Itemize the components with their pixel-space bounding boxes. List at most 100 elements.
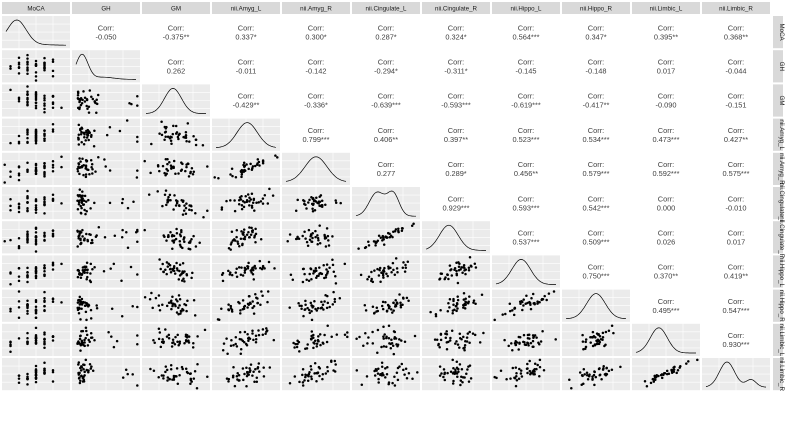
scatter-point	[568, 378, 571, 381]
scatter-point	[78, 376, 81, 379]
column-label: GM	[171, 5, 181, 12]
scatter-point	[325, 263, 329, 266]
scatter-point	[554, 338, 557, 341]
scatter-point	[252, 370, 255, 374]
density-line	[146, 88, 206, 114]
scatter-point	[451, 372, 455, 375]
scatter-point	[92, 145, 96, 148]
scatter-point	[43, 129, 46, 132]
scatter-point	[446, 273, 449, 276]
scatter-point	[34, 339, 38, 343]
scatter-point	[78, 302, 82, 306]
corr-value: 0.324*	[445, 32, 466, 41]
density-line	[285, 156, 347, 182]
scatter-point	[400, 226, 404, 230]
scatter-point	[89, 317, 93, 320]
scatter-point	[132, 200, 135, 204]
scatter-point	[79, 237, 82, 241]
scatter-point	[478, 341, 482, 344]
scatter-point	[174, 124, 178, 128]
scatter-point	[187, 339, 190, 342]
scatter-point	[165, 203, 168, 207]
scatter-point	[26, 197, 29, 200]
scatter-point	[248, 367, 251, 370]
column-strip	[422, 2, 490, 14]
corr-label: Corr:	[448, 92, 464, 101]
scatter-point	[439, 333, 443, 336]
scatter-point	[34, 236, 38, 239]
scatter-point	[390, 338, 393, 341]
scatter-point	[252, 304, 256, 308]
scatter-point	[320, 204, 324, 207]
scatter-point	[254, 240, 257, 244]
scatter-point	[174, 335, 177, 339]
scatter-point	[242, 305, 246, 309]
scatter-point	[17, 279, 21, 283]
scatter-point	[251, 273, 255, 276]
scatter-point	[248, 204, 251, 207]
scatter-point	[89, 207, 92, 210]
scatter-point	[659, 373, 663, 377]
corr-value: -0.429**	[233, 101, 260, 110]
scatter-point	[147, 193, 151, 196]
panel: Corr:0.542***	[582, 194, 609, 212]
scatter-point	[17, 72, 21, 75]
corr-label: Corr:	[378, 23, 394, 32]
corr-label: Corr:	[658, 23, 674, 32]
scatter-point	[95, 102, 99, 106]
density-line	[5, 19, 66, 46]
scatter-point	[34, 370, 38, 374]
scatter-point	[51, 58, 55, 61]
scatter-point	[533, 301, 536, 305]
scatter-point	[78, 172, 81, 176]
panel: Corr:-0.375**	[163, 23, 190, 41]
scatter-point	[76, 94, 80, 97]
scatter-point	[458, 337, 462, 340]
row-label: GH	[778, 62, 785, 71]
scatter-point	[513, 306, 517, 310]
scatter-point	[43, 139, 46, 142]
scatter-point	[243, 372, 246, 376]
scatter-point	[541, 297, 545, 301]
scatter-point	[93, 266, 96, 269]
scatter-point	[462, 298, 466, 301]
scatter-point	[602, 367, 605, 370]
scatter-point	[297, 237, 301, 240]
scatter-point	[268, 366, 272, 369]
corr-label: Corr:	[588, 263, 604, 272]
scatter-point	[457, 370, 460, 374]
scatter-point	[136, 305, 139, 309]
corr-value: -0.619***	[511, 101, 541, 110]
scatter-point	[17, 316, 21, 320]
panel: Corr:0.000	[657, 194, 676, 212]
scatter-point	[515, 374, 518, 378]
corr-label: Corr:	[728, 297, 744, 306]
scatter-point	[346, 335, 349, 339]
row-label: nii.Limbic_L	[778, 324, 785, 357]
scatter-point	[387, 324, 391, 327]
panel	[422, 289, 490, 322]
scatter-point	[184, 169, 187, 173]
column-strip	[282, 2, 350, 14]
scatter-point	[79, 132, 83, 136]
scatter-point	[313, 299, 316, 303]
scatter-point	[83, 208, 86, 212]
corr-label: Corr:	[658, 297, 674, 306]
scatter-point	[3, 240, 6, 243]
scatter-point	[246, 193, 250, 196]
scatter-point	[250, 271, 253, 274]
corr-value: 0.509***	[582, 238, 609, 247]
scatter-point	[240, 175, 243, 179]
scatter-point	[254, 367, 257, 371]
scatter-point	[371, 330, 374, 334]
scatter-point	[161, 164, 165, 168]
scatter-point	[310, 338, 313, 341]
scatter-point	[510, 342, 513, 345]
column-label: nii.Amyg_R	[300, 5, 332, 12]
density-line	[635, 327, 696, 354]
scatter-point	[237, 199, 241, 202]
scatter-point	[178, 340, 182, 343]
scatter-point	[528, 369, 532, 373]
scatter-point	[528, 359, 531, 363]
scatter-point	[586, 378, 590, 381]
